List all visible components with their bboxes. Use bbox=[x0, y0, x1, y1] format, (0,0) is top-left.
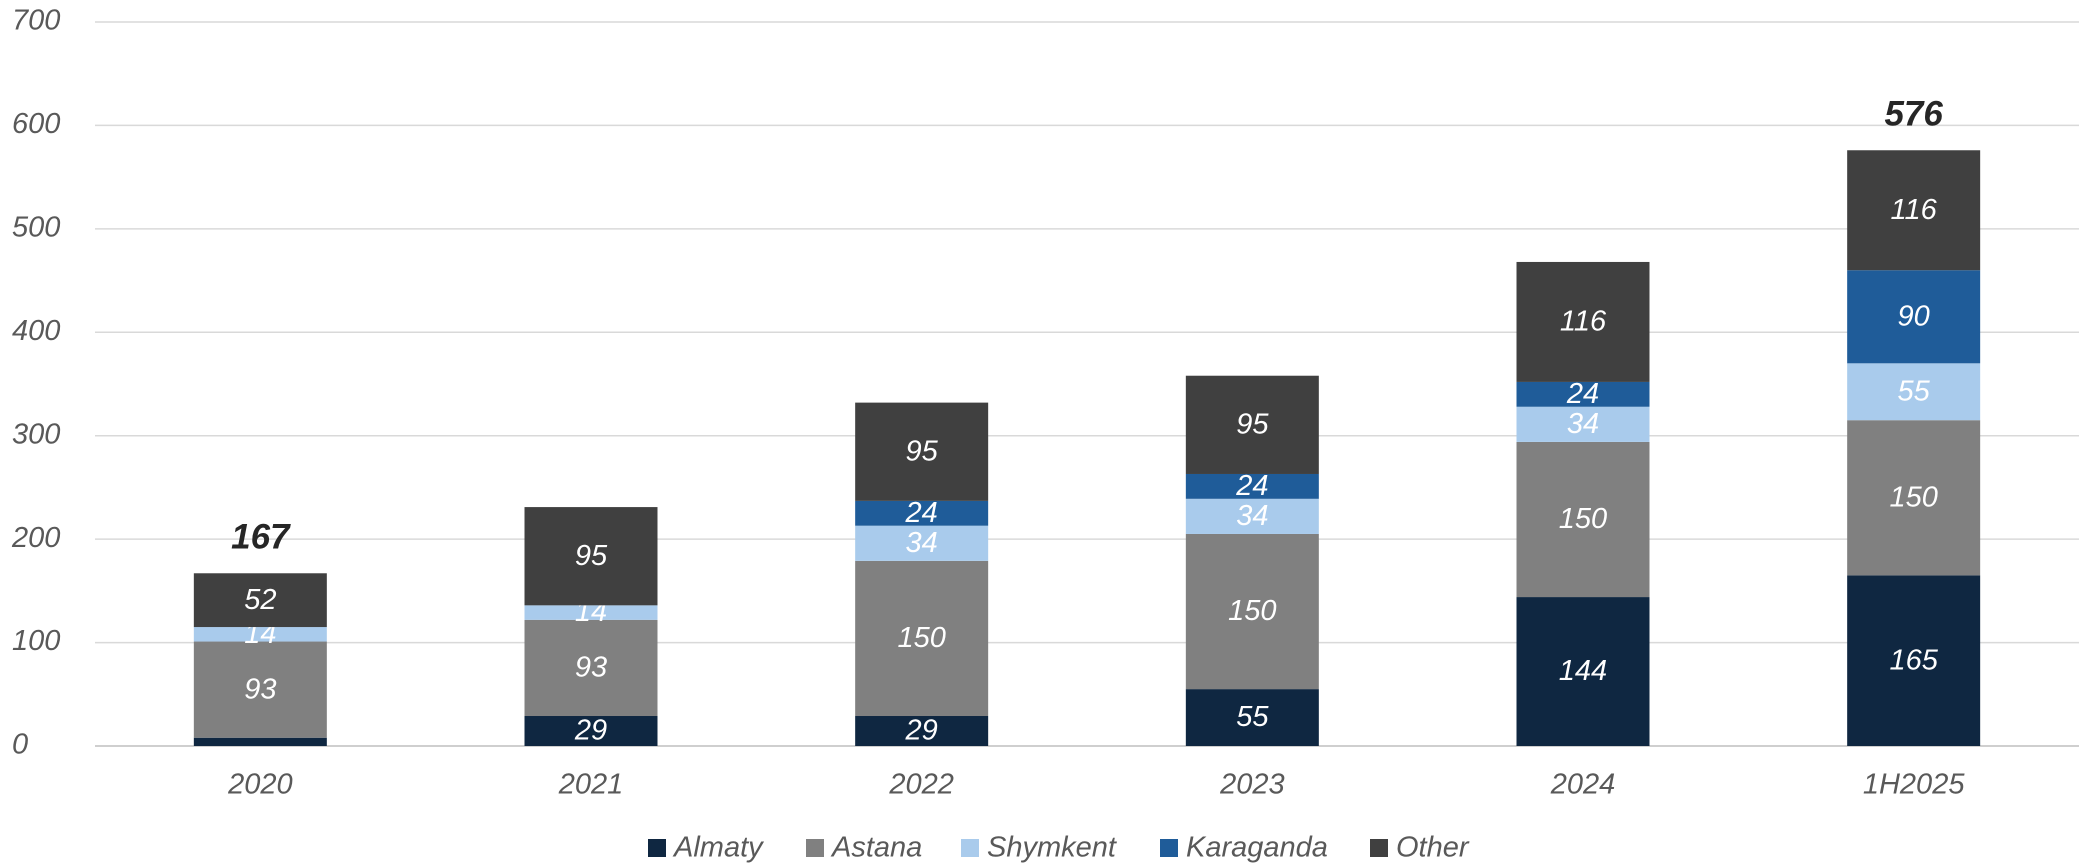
bar-segment bbox=[1185, 473, 1319, 499]
y-tick-label: 700 bbox=[12, 5, 60, 37]
data-label: 150 bbox=[1228, 595, 1276, 627]
bar-segment bbox=[1516, 597, 1650, 746]
x-tick-label: 2022 bbox=[888, 769, 954, 801]
bar-segment bbox=[193, 641, 327, 738]
bar-segment bbox=[855, 402, 989, 501]
data-label: 24 bbox=[905, 497, 938, 529]
legend-swatch bbox=[1370, 839, 1388, 857]
x-tick-label: 2021 bbox=[558, 769, 624, 801]
legend-label: Shymkent bbox=[987, 832, 1118, 864]
bar-segment bbox=[1847, 363, 1981, 421]
bar-segment bbox=[1185, 498, 1319, 534]
data-label: 95 bbox=[906, 435, 939, 467]
bar-segment bbox=[1516, 381, 1650, 407]
bar-segment bbox=[855, 500, 989, 526]
legend-label: Karaganda bbox=[1186, 832, 1328, 864]
data-label: 95 bbox=[1236, 409, 1269, 441]
data-label: 165 bbox=[1889, 644, 1938, 676]
total-label: 576 bbox=[1884, 95, 1943, 134]
data-label: 116 bbox=[1891, 194, 1938, 226]
y-tick-label: 200 bbox=[11, 522, 60, 554]
data-label: 93 bbox=[244, 673, 276, 705]
data-label: 144 bbox=[1559, 655, 1607, 687]
bar-segment bbox=[1847, 150, 1981, 271]
legend-label: Almaty bbox=[672, 832, 764, 864]
x-tick-label: 2023 bbox=[1219, 769, 1285, 801]
data-label: 150 bbox=[1559, 503, 1607, 535]
y-tick-label: 500 bbox=[12, 212, 60, 244]
legend-swatch bbox=[806, 839, 824, 857]
bar-segment bbox=[855, 525, 989, 561]
bar-segment bbox=[524, 605, 658, 620]
total-label: 167 bbox=[231, 518, 291, 557]
legend-swatch bbox=[961, 839, 979, 857]
data-label: 24 bbox=[1235, 470, 1268, 502]
x-tick-label: 1H2025 bbox=[1863, 769, 1965, 801]
bar-segment bbox=[193, 737, 327, 746]
bar-segment bbox=[524, 507, 658, 606]
legend-swatch bbox=[648, 839, 666, 857]
x-tick-label: 2024 bbox=[1550, 769, 1616, 801]
y-tick-label: 400 bbox=[12, 315, 60, 347]
bar-segment bbox=[855, 560, 989, 717]
data-label: 24 bbox=[1566, 378, 1599, 410]
data-label: 90 bbox=[1898, 300, 1930, 332]
data-label: 95 bbox=[575, 540, 608, 572]
bar-segment bbox=[1847, 420, 1981, 576]
data-label: 150 bbox=[1889, 481, 1937, 513]
data-label: 150 bbox=[897, 622, 945, 654]
bar-segment bbox=[1185, 375, 1319, 474]
bar-segment bbox=[1847, 575, 1981, 746]
data-label: 55 bbox=[1898, 375, 1931, 407]
data-label: 116 bbox=[1560, 306, 1607, 338]
y-tick-label: 600 bbox=[12, 108, 60, 140]
bar-segment bbox=[1185, 689, 1319, 746]
bar-segment bbox=[524, 619, 658, 717]
data-label: 93 bbox=[575, 652, 607, 684]
bar-segment bbox=[1516, 441, 1650, 598]
y-tick-label: 0 bbox=[12, 729, 28, 761]
bar-segment bbox=[524, 716, 658, 746]
data-label: 52 bbox=[244, 584, 276, 616]
x-tick-label: 2020 bbox=[227, 769, 293, 801]
y-tick-label: 300 bbox=[12, 418, 60, 450]
legend-label: Other bbox=[1396, 832, 1470, 864]
data-label: 29 bbox=[574, 715, 607, 747]
bar-segment bbox=[1516, 406, 1650, 442]
y-tick-label: 100 bbox=[12, 625, 60, 657]
data-label: 55 bbox=[1236, 701, 1269, 733]
data-label: 34 bbox=[1567, 408, 1599, 440]
bar-segment bbox=[193, 573, 327, 628]
data-label: 34 bbox=[1236, 500, 1268, 532]
bar-segment bbox=[193, 627, 327, 642]
bar-segment bbox=[1847, 270, 1981, 364]
bar-segment bbox=[1516, 261, 1650, 382]
data-label: 29 bbox=[905, 715, 938, 747]
data-label: 34 bbox=[906, 527, 938, 559]
bar-segment bbox=[855, 716, 989, 746]
bar-segment bbox=[1185, 533, 1319, 690]
legend-swatch bbox=[1160, 839, 1178, 857]
legend-label: Astana bbox=[830, 832, 922, 864]
